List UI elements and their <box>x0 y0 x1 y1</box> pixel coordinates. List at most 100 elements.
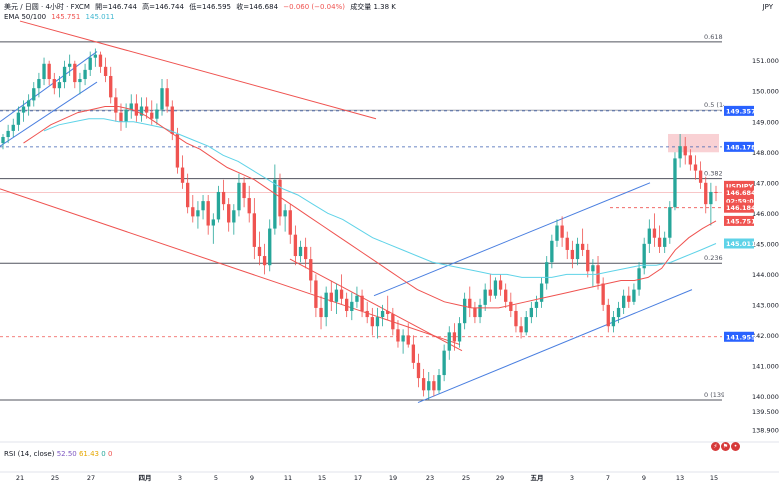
candle <box>52 79 56 89</box>
candle <box>406 335 410 345</box>
candle <box>134 103 139 116</box>
y-tick-label: 138.900 <box>752 427 779 435</box>
price-tag-label: 146.184 <box>726 204 756 212</box>
candle <box>370 317 374 327</box>
candle <box>242 182 246 199</box>
candle <box>339 289 344 299</box>
price-tag <box>724 180 754 191</box>
y-tick-label: 140.000 <box>752 393 779 401</box>
candle <box>437 375 441 391</box>
candle <box>673 158 677 208</box>
x-tick-label: 17 <box>354 474 362 482</box>
candle <box>155 109 159 119</box>
candle <box>78 79 82 83</box>
x-tick-label: 3 <box>570 474 574 482</box>
candle <box>47 63 51 80</box>
candle <box>560 225 564 238</box>
flag-icon[interactable]: ⚑ <box>721 442 730 451</box>
candle <box>375 317 380 327</box>
ema100-value: 145.011 <box>85 13 115 21</box>
candle <box>139 106 144 116</box>
candle <box>160 88 164 110</box>
candle <box>124 109 128 122</box>
candle <box>83 69 87 80</box>
candle <box>452 332 457 342</box>
candle <box>678 146 682 159</box>
candle <box>488 289 492 296</box>
candle <box>150 112 154 119</box>
x-tick-label: 23 <box>426 474 434 482</box>
dot-icon[interactable]: • <box>731 442 740 451</box>
x-tick-label: 15 <box>318 474 326 482</box>
candle <box>391 314 395 330</box>
candle <box>509 301 513 311</box>
x-tick-label: 21 <box>16 474 24 482</box>
high-value: 高=146.744 <box>142 3 184 11</box>
symbol-header: 美元 / 日圆 · 4小时 · FXCM 開=146.744 高=146.744… <box>4 2 399 12</box>
trend-line <box>0 51 98 123</box>
price-tag-label: 148.178 <box>726 143 756 151</box>
ema50-line <box>23 106 717 309</box>
candle <box>447 332 451 351</box>
candle <box>196 210 200 217</box>
rsi-value-3: 0 <box>101 450 106 458</box>
candle <box>144 106 149 113</box>
ema-legend[interactable]: EMA 50/100 145.751 145.011 <box>4 12 117 22</box>
price-tag <box>724 331 754 342</box>
candle <box>704 182 708 205</box>
candle <box>380 310 385 318</box>
candle <box>401 335 405 342</box>
candle <box>529 307 534 318</box>
candle <box>232 210 236 223</box>
lightning-icon[interactable]: ⚡ <box>711 442 720 451</box>
candle <box>319 307 323 318</box>
candle <box>175 133 180 168</box>
x-tick-label: 3 <box>178 474 182 482</box>
candle <box>32 88 36 101</box>
candle <box>427 381 431 391</box>
candle <box>473 307 477 318</box>
price-tag <box>724 238 754 249</box>
price-tag-label: 146.684 <box>726 189 756 197</box>
candle <box>26 100 31 107</box>
price-tag-label: 149.357 <box>726 107 756 115</box>
x-tick-label: 7 <box>606 474 610 482</box>
candle <box>252 213 257 247</box>
candle <box>119 112 123 122</box>
candle <box>98 54 103 67</box>
candle <box>216 191 221 220</box>
y-tick-label: 144.000 <box>752 271 779 279</box>
y-tick-label: 149.000 <box>752 118 779 126</box>
candle <box>191 207 195 217</box>
candle <box>586 249 590 272</box>
candle <box>298 246 303 257</box>
candle <box>411 344 416 363</box>
rsi-value-4: 0 <box>107 450 113 458</box>
x-tick-label: 25 <box>51 474 59 482</box>
candle <box>283 210 287 217</box>
candle <box>165 88 169 107</box>
candle <box>262 256 267 266</box>
candle <box>462 298 467 324</box>
price-tag <box>724 141 754 152</box>
candle <box>324 292 328 318</box>
candle <box>457 323 462 342</box>
candle <box>647 228 651 244</box>
rsi-legend[interactable]: RSI (14, close) 52.50 61.43 0 0 <box>4 450 112 458</box>
change-value: −0.060 (−0.04%) <box>283 3 345 11</box>
trend-line <box>417 289 693 403</box>
candle <box>221 191 226 205</box>
candle <box>334 289 339 302</box>
y-tick-label: 146.000 <box>752 210 779 218</box>
candle <box>185 182 190 208</box>
candle <box>483 289 487 305</box>
candle <box>534 301 539 308</box>
y-tick-label: 151.000 <box>752 57 779 65</box>
candle <box>293 234 298 257</box>
candle <box>93 54 97 58</box>
candle <box>365 310 369 318</box>
trend-line <box>0 81 98 147</box>
candle <box>580 243 585 250</box>
candle <box>657 237 662 247</box>
